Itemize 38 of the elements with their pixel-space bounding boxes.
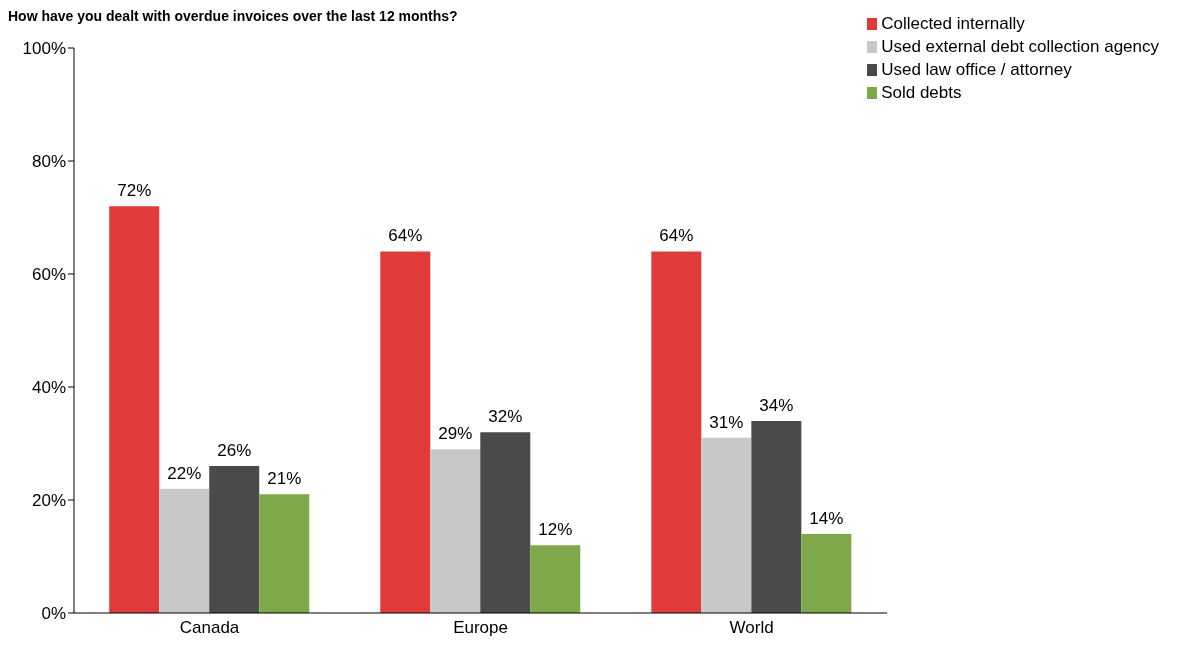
bar — [259, 494, 310, 613]
legend-label: Collected internally — [881, 13, 1025, 35]
bar — [159, 488, 210, 613]
data-label: 29% — [438, 424, 473, 444]
data-label: 22% — [167, 463, 202, 483]
y-tick-label: 80% — [31, 152, 66, 172]
data-label: 72% — [117, 181, 152, 201]
data-label: 12% — [538, 520, 573, 540]
y-tick-label: 0% — [41, 604, 66, 624]
y-tick-label: 100% — [22, 39, 66, 59]
bar — [380, 251, 431, 613]
x-tick-label: Europe — [453, 618, 508, 638]
y-tick-label: 40% — [31, 378, 66, 398]
bar — [801, 533, 852, 613]
bar — [651, 251, 702, 613]
bar — [430, 449, 481, 613]
data-label: 26% — [217, 441, 252, 461]
data-label: 31% — [709, 412, 744, 432]
data-label: 64% — [659, 226, 694, 246]
x-tick-label: World — [729, 618, 774, 638]
data-label: 34% — [759, 395, 794, 415]
legend-label: Used external debt collection agency — [881, 36, 1159, 58]
data-label: 21% — [267, 469, 302, 489]
data-label: 64% — [388, 226, 423, 246]
bar — [530, 545, 581, 613]
bar — [109, 206, 160, 613]
bar — [209, 466, 260, 613]
bar — [751, 420, 802, 613]
legend-label: Used law office / attorney — [881, 59, 1072, 81]
y-tick-label: 20% — [31, 491, 66, 511]
y-tick-label: 60% — [31, 265, 66, 285]
data-label: 14% — [809, 508, 844, 528]
data-label: 32% — [488, 407, 523, 427]
chart-title: How have you dealt with overdue invoices over the last 12 months? — [8, 8, 458, 24]
bar — [701, 437, 752, 613]
bar — [480, 432, 531, 613]
x-tick-label: Canada — [179, 618, 240, 638]
legend-label: Sold debts — [881, 82, 962, 104]
